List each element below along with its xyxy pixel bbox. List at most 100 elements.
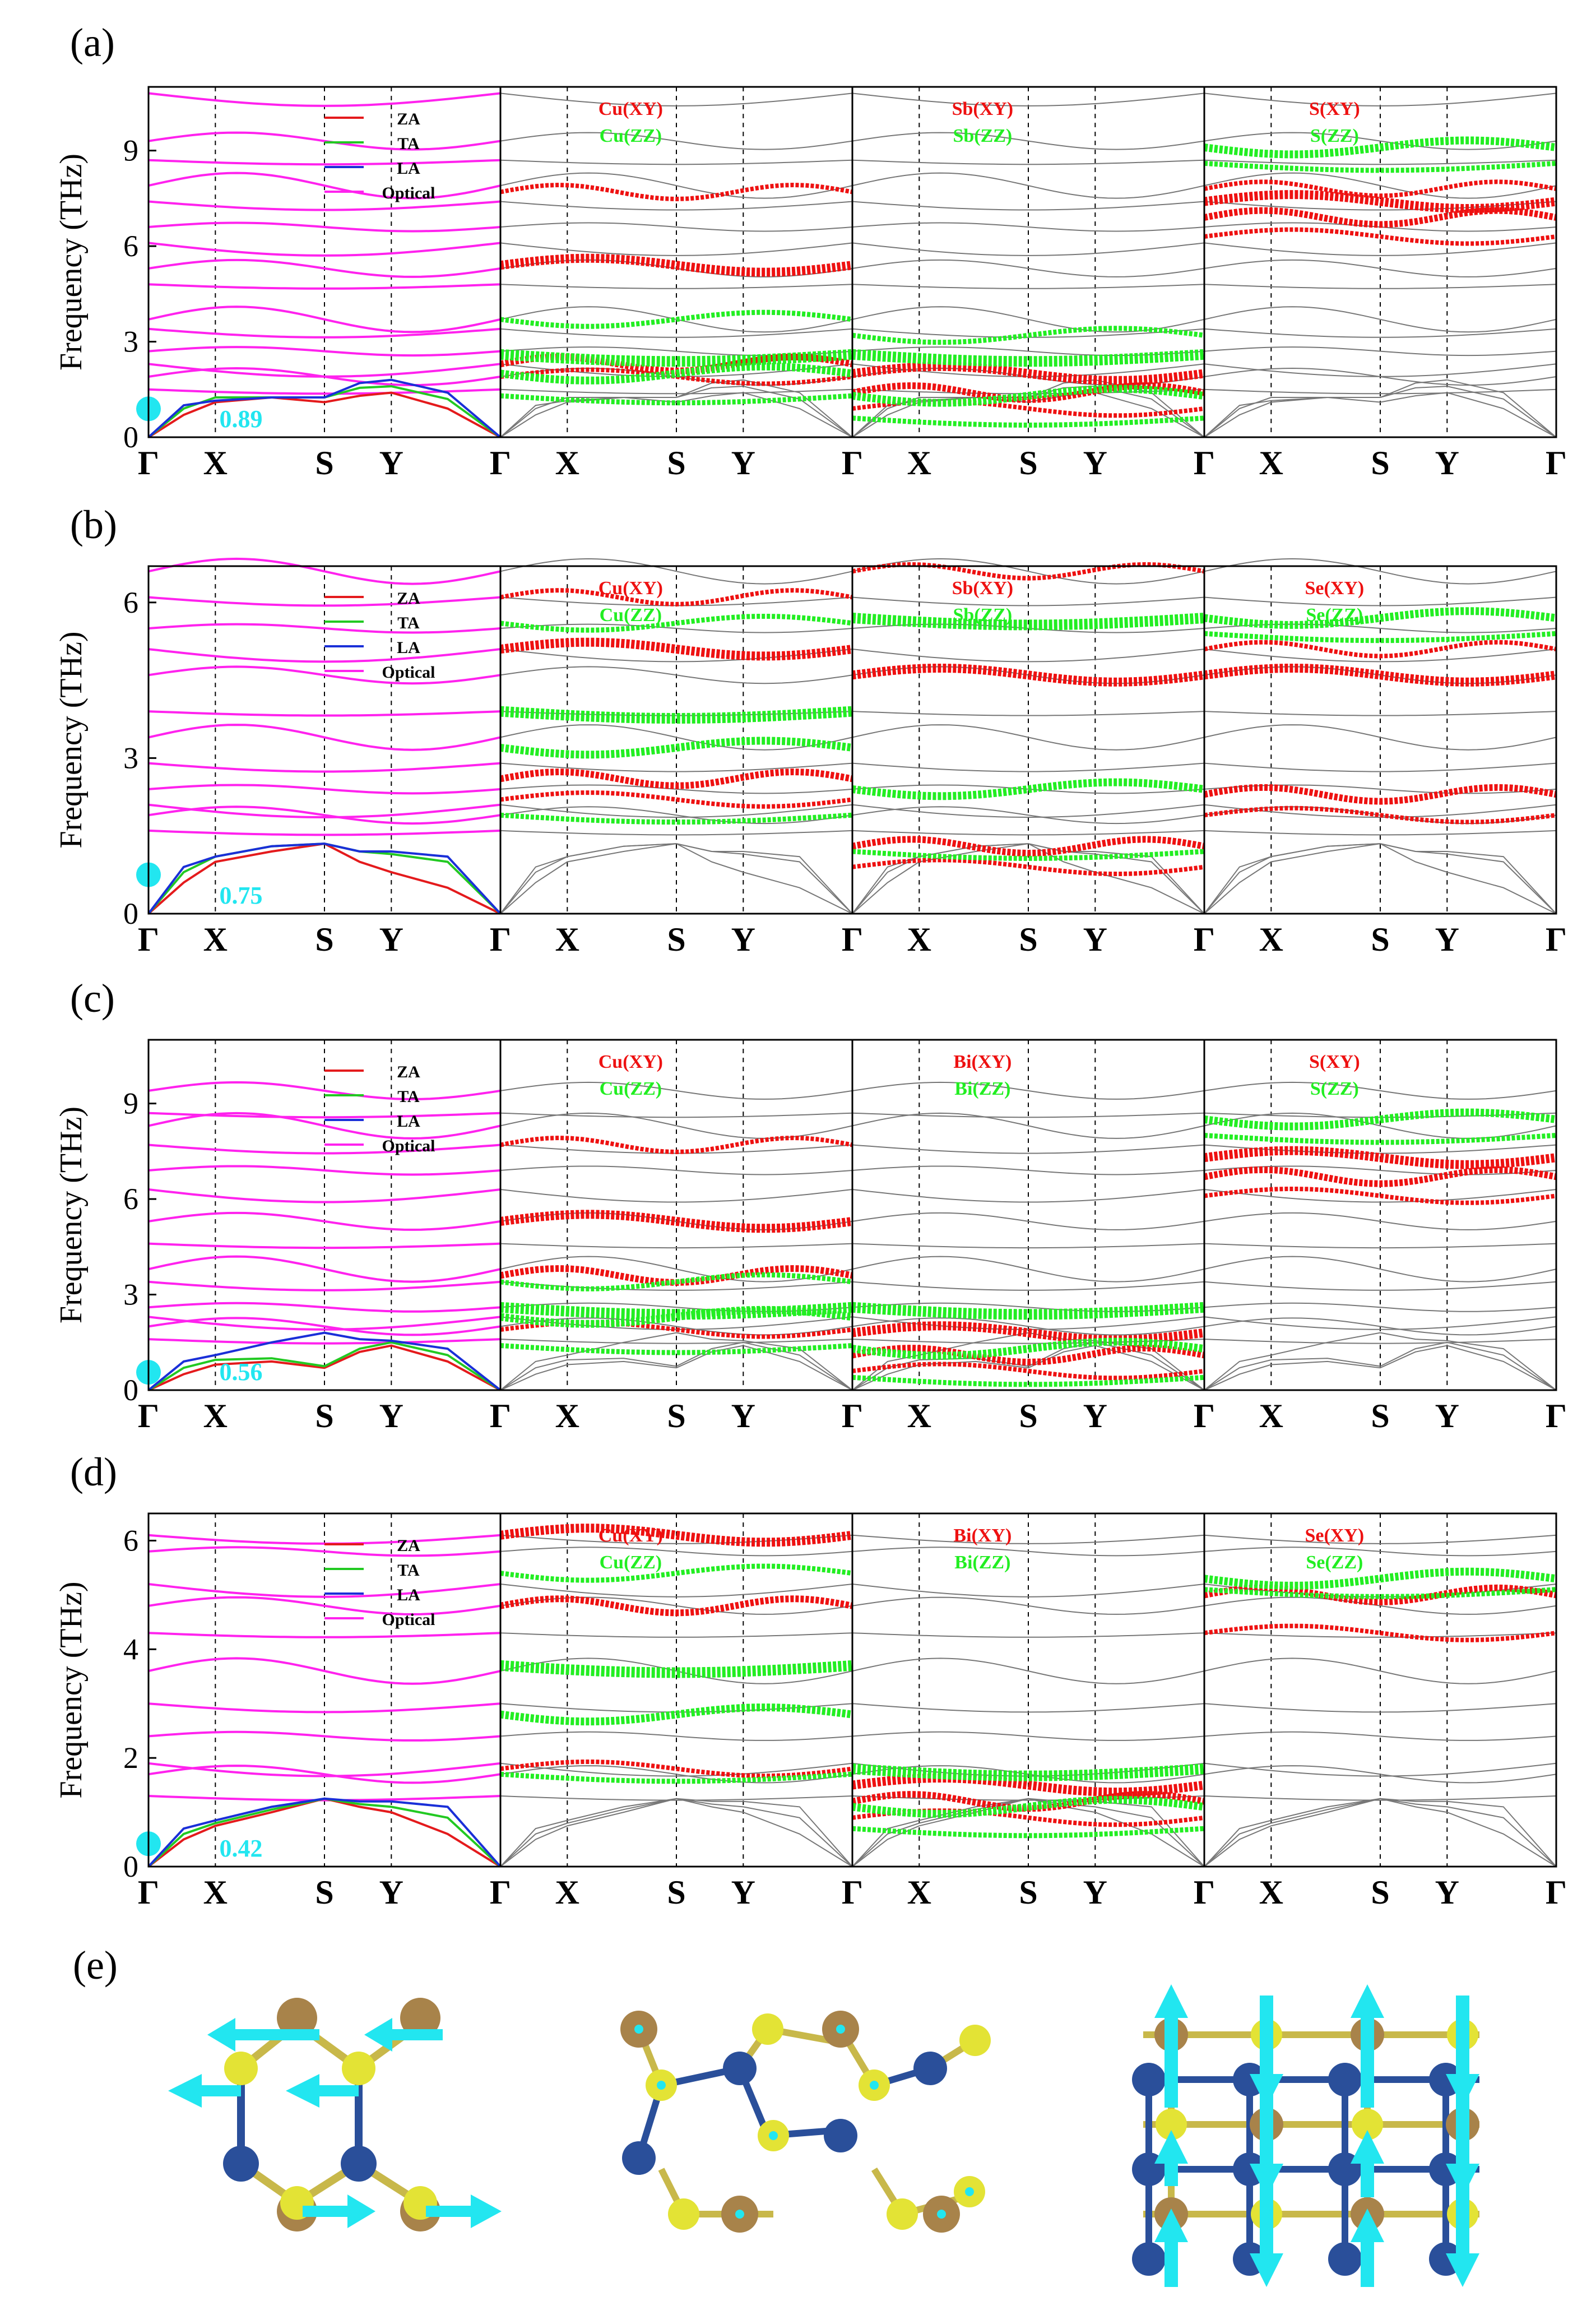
optical-branch: [148, 1188, 501, 1203]
optical-branch: [500, 1281, 853, 1291]
dispersion-panels: (a) Frequency (THz) 0 3 6 9 Γ X S Y Γ ZA TA LA Optical…: [54, 20, 1567, 1911]
optical-branch: [1204, 830, 1557, 836]
optical-branch: [148, 1702, 501, 1714]
atom-blue: [824, 2119, 857, 2152]
optical-branch: [148, 242, 501, 257]
legend-label: TA: [397, 1087, 420, 1106]
acoustic-branch-la: [1204, 379, 1557, 438]
subpanel-2: Γ X S Y Γ Cu(XY) Cu(ZZ): [490, 1513, 863, 1911]
vibration-arrow-icon: [1446, 1996, 1479, 2108]
y-tick-label: 6: [123, 586, 138, 619]
optical-branch: [148, 1596, 501, 1615]
x-tick-label: Γ: [138, 921, 159, 958]
optical-branch: [500, 1795, 853, 1801]
atom-blue: [1328, 2242, 1362, 2276]
legend-label: ZA: [397, 1063, 420, 1081]
vibration-arrow-icon: [286, 2074, 359, 2108]
x-tick-label: Γ: [842, 921, 863, 958]
optical-branch: [1204, 1165, 1557, 1175]
optical-branch: [148, 258, 501, 278]
optical-branch: [500, 558, 853, 585]
optical-branch: [148, 283, 501, 290]
x-tick-label: X: [1259, 921, 1283, 958]
x-tick-label: Y: [731, 1397, 755, 1434]
subpanel-1: Γ X S Y Γ ZA TA LA Optical 0.56: [136, 1040, 511, 1434]
atom-yellow: [752, 2013, 783, 2045]
acoustic-branch-ta: [147, 1341, 502, 1391]
xy-projection: [500, 588, 853, 606]
projection-label-xy: Se(XY): [1305, 578, 1364, 599]
optical-branch: [500, 784, 853, 794]
y-axis-label: Frequency (THz): [54, 154, 89, 371]
x-tick-label: X: [555, 921, 579, 958]
x-tick-label: Γ: [1546, 445, 1567, 482]
chart-panel-b: (b) Frequency (THz) 0 3 6 Γ X S Y Γ ZA TA LA Optical 0…: [54, 502, 1567, 958]
optical-branch: [148, 829, 501, 836]
optical-branch: [148, 92, 501, 107]
optical-branch: [500, 92, 853, 107]
zz-projection: [852, 415, 1205, 428]
optical-branch: [148, 1112, 501, 1119]
x-tick-label: X: [203, 1874, 228, 1911]
zz-projection: [500, 1660, 853, 1678]
zz-projection: [500, 1771, 853, 1784]
optical-branch: [852, 1584, 1205, 1598]
zz-projection: [1204, 160, 1557, 173]
xy-projection: [851, 1344, 1205, 1366]
x-tick-label: Γ: [138, 445, 159, 482]
projection-label-xy: S(XY): [1309, 99, 1360, 119]
optical-branch: [1204, 1189, 1557, 1203]
optical-branch: [852, 1212, 1205, 1230]
x-tick-label: Y: [731, 445, 755, 482]
optical-branch: [1204, 172, 1557, 199]
optical-branch: [500, 666, 853, 684]
zz-projection: [500, 1302, 853, 1320]
zz-projection: [500, 362, 853, 385]
optical-branch: [148, 1316, 501, 1331]
subpanel-4: Γ X S Y Γ Se(XY) Se(ZZ): [1194, 558, 1567, 958]
xy-projection: [500, 367, 853, 386]
xy-projection: [500, 790, 853, 809]
subpanel-1: Γ X S Y Γ ZA TA LA Optical 0.42: [136, 1513, 511, 1911]
y-tick-label: 0: [123, 897, 138, 930]
atom-yellow: [1352, 2109, 1383, 2140]
xy-projection: [500, 1320, 853, 1339]
atom-blue: [1132, 2063, 1166, 2096]
y-tick-label: 0: [123, 420, 138, 454]
x-tick-label: Γ: [842, 921, 863, 958]
xy-projection: [1204, 805, 1557, 825]
xy-projection: [1203, 784, 1557, 805]
optical-branch: [852, 1243, 1205, 1249]
xy-projection: [851, 382, 1205, 404]
acoustic-branch-la: [147, 842, 502, 915]
acoustic-branch-la: [500, 1798, 853, 1867]
x-tick-label: S: [1019, 921, 1037, 958]
x-tick-label: S: [667, 1874, 685, 1911]
projection-label-zz: Bi(ZZ): [954, 1078, 1010, 1099]
optical-branch: [1204, 596, 1557, 606]
optical-branch: [852, 1189, 1205, 1203]
x-tick-label: Γ: [1546, 1874, 1567, 1911]
optical-branch: [852, 328, 1205, 338]
optical-branch: [852, 1731, 1205, 1741]
x-tick-label: X: [203, 1397, 228, 1434]
optical-branch: [1204, 328, 1557, 338]
y-axis-label: Frequency (THz): [54, 631, 89, 848]
x-tick-label: Y: [379, 1397, 403, 1434]
optical-branch: [148, 1242, 501, 1249]
optical-branch: [148, 1657, 501, 1685]
x-tick-label: Γ: [490, 1874, 511, 1911]
zz-projection: [852, 1302, 1205, 1320]
zz-projection: [1204, 631, 1557, 643]
x-tick-label: X: [555, 1874, 579, 1911]
optical-branch: [852, 1658, 1205, 1684]
optical-branch: [852, 1081, 1205, 1100]
structure-front-view: [1132, 1984, 1479, 2287]
optical-branch: [852, 1317, 1205, 1336]
x-tick-label: Γ: [490, 921, 511, 958]
optical-branch: [148, 172, 501, 200]
optical-branch: [500, 132, 853, 150]
optical-branch: [852, 1765, 1205, 1784]
acoustic-branch-la: [1204, 1798, 1557, 1867]
legend-label: LA: [397, 1112, 420, 1131]
